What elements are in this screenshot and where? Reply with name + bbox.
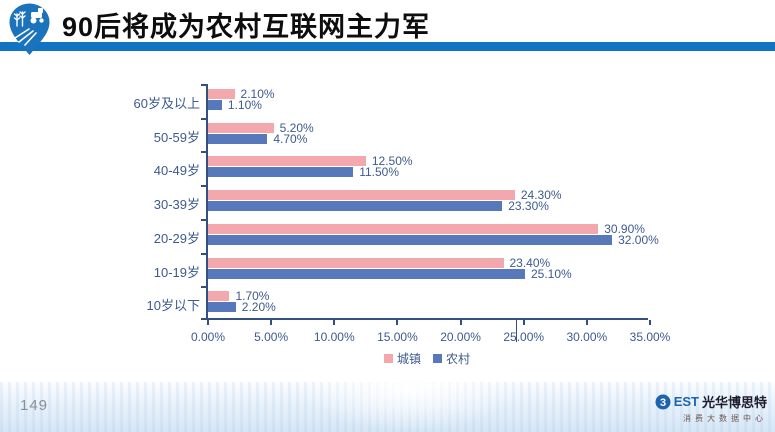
brand-footer: 3 EST 光华博思特 消费大数据中心 xyxy=(617,392,767,424)
town-legend-swatch xyxy=(383,354,393,363)
brand-pin-icon xyxy=(7,2,52,62)
y-axis-tick xyxy=(201,218,206,221)
y-axis-tick xyxy=(201,318,206,320)
bar-农村: 25.10% xyxy=(208,268,572,280)
bar-城镇: 24.30% xyxy=(208,189,562,201)
header-accent-bar xyxy=(0,42,775,51)
bar-农村: 23.30% xyxy=(208,200,549,212)
x-axis-tick xyxy=(270,320,273,325)
x-axis-tick xyxy=(459,320,462,325)
bar-农村: 1.10% xyxy=(208,99,262,111)
bar-农村: 11.50% xyxy=(208,166,399,178)
bar-value-label: 24.30% xyxy=(520,188,562,203)
category-label: 50-59岁 xyxy=(153,129,200,145)
band-light-glow xyxy=(300,382,520,432)
x-axis-tick-label: 35.00% xyxy=(629,330,671,344)
bar-value-label: 11.50% xyxy=(359,165,400,180)
bar-value-label: 12.50% xyxy=(371,154,413,169)
chart-legend: 城镇 农村 xyxy=(206,350,648,367)
bar-城镇: 30.90% xyxy=(208,223,645,235)
bar-value-label: 32.00% xyxy=(618,232,659,247)
bar-value-label: 2.10% xyxy=(240,87,275,101)
category-label: 40-49岁 xyxy=(153,163,200,179)
village-legend-swatch xyxy=(433,354,442,363)
bar-城镇: 5.20% xyxy=(208,122,314,134)
x-axis-tick-label: 15.00% xyxy=(377,330,418,344)
x-axis-tick xyxy=(585,320,588,325)
y-axis-tick xyxy=(201,84,206,86)
x-axis-tick-label: 30.00% xyxy=(566,330,608,344)
y-axis-tick xyxy=(201,151,206,154)
bar-城镇: 23.40% xyxy=(208,257,550,269)
bar-value-label: 23.40% xyxy=(509,255,551,270)
category-label: 30-39岁 xyxy=(153,197,200,213)
legend-item-village: 农村 xyxy=(433,350,470,367)
page-title: 90后将成为农村互联网主力军 xyxy=(62,12,431,42)
x-axis-tick-label: 20.00% xyxy=(440,330,481,344)
town-legend-label: 城镇 xyxy=(396,352,421,366)
x-axis-tick xyxy=(396,320,399,325)
category-label: 10-19岁 xyxy=(153,264,200,280)
header: 90后将成为农村互联网主力军 xyxy=(0,0,775,56)
bar-城镇: 2.10% xyxy=(208,88,275,100)
brand-subtitle: 消费大数据中心 xyxy=(683,414,767,423)
stray-gridline-artifact xyxy=(515,320,517,342)
bar-农村: 2.20% xyxy=(208,301,276,313)
y-axis-tick xyxy=(201,185,206,188)
bar-农村: 32.00% xyxy=(208,234,659,246)
svg-text:3: 3 xyxy=(660,397,666,409)
best-circle-logo-icon: 3 xyxy=(655,394,671,410)
brand-name: 光华博思特 xyxy=(701,395,767,410)
bar-value-label: 23.30% xyxy=(508,199,549,214)
x-axis-tick-label: 25.00% xyxy=(503,330,545,344)
y-axis-tick xyxy=(201,117,206,120)
brand-best-text: EST xyxy=(673,394,699,409)
village-legend-label: 农村 xyxy=(446,352,471,366)
x-axis-tick-label: 0.00% xyxy=(190,330,226,344)
y-axis-tick xyxy=(201,286,206,289)
bar-农村: 4.70% xyxy=(208,133,307,145)
category-label: 20-29岁 xyxy=(153,230,200,246)
bar-value-label: 2.20% xyxy=(241,300,276,315)
x-axis-tick-label: 10.00% xyxy=(313,330,355,344)
page-number: 149 xyxy=(20,397,49,414)
x-axis-tick xyxy=(333,320,336,325)
x-axis-tick xyxy=(522,320,525,325)
bar-value-label: 25.10% xyxy=(530,266,572,281)
bar-chart-plot-area: 2.10% 1.10% 5.20% 4.70% 12.50% 11.50% 24.30% 23… xyxy=(191,84,670,344)
x-axis-tick xyxy=(207,320,209,325)
y-axis-tick xyxy=(201,252,206,255)
category-label: 10岁以下 xyxy=(146,298,200,314)
bar-value-label: 1.10% xyxy=(227,98,262,112)
bar-value-label: 4.70% xyxy=(273,131,308,146)
bar-value-label: 1.70% xyxy=(235,289,270,304)
legend-item-town: 城镇 xyxy=(383,350,421,367)
decorative-skyline-band xyxy=(0,382,775,432)
bar-value-label: 30.90% xyxy=(604,221,645,236)
bar-value-label: 5.20% xyxy=(279,120,314,135)
bar-城镇: 12.50% xyxy=(208,155,413,167)
x-axis-tick-label: 5.00% xyxy=(254,330,289,344)
x-axis-tick xyxy=(649,320,651,325)
category-label: 60岁及以上 xyxy=(133,96,200,111)
bar-城镇: 1.70% xyxy=(208,290,269,302)
